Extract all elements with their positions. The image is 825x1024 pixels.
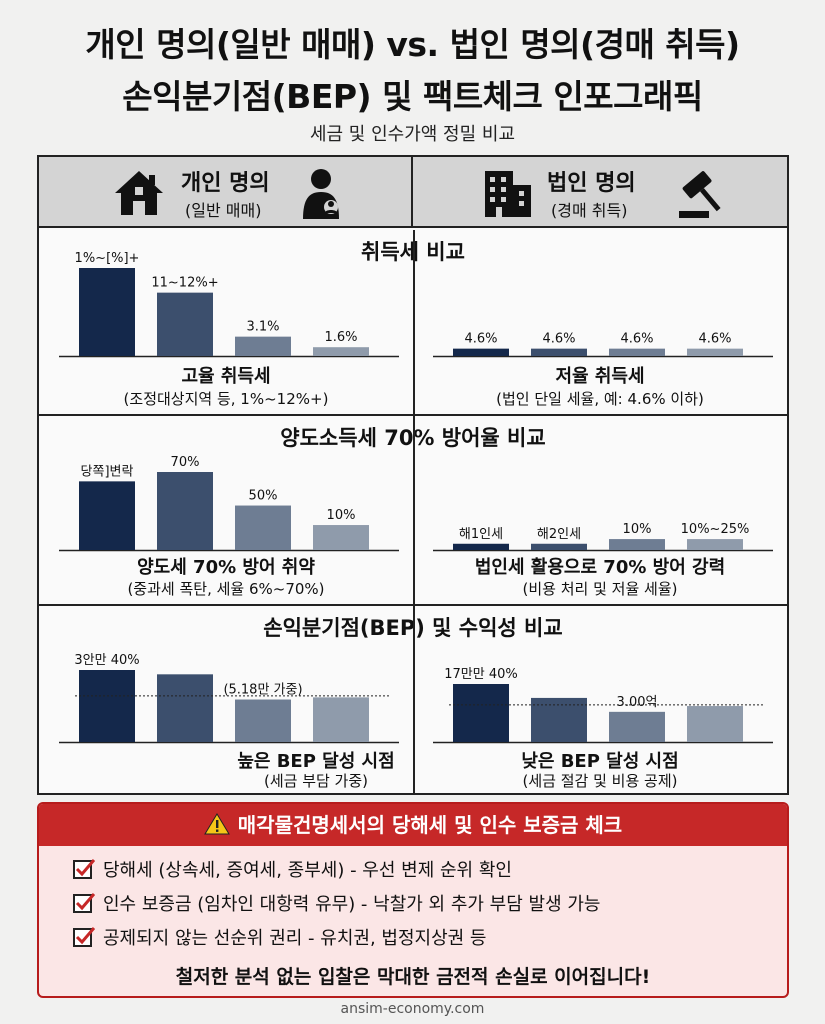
site-footer: ansim-economy.com [340, 1001, 485, 1017]
chart-bar [531, 543, 587, 550]
chart-data-label: 3.00억 [617, 695, 658, 710]
warning-icon [203, 813, 230, 835]
checklist-item-text: 공제되지 않는 선순위 권리 - 유치권, 법정지상권 등 [103, 928, 487, 949]
chart-data-label: 10% [623, 522, 652, 537]
chart-bar [79, 670, 135, 742]
chart-transfer-individual: 당쪽]변락 70% 50% 10% [59, 455, 399, 552]
chart-bar [79, 268, 135, 356]
chart-data-label: 10%~25% [681, 522, 750, 537]
note-individual: (조정대상지역 등, 1%~12%+) [123, 390, 329, 408]
column-header-corporate: 법인 명의 (경매 취득) [413, 157, 787, 228]
chart-data-label: 17만만 40% [444, 667, 518, 682]
section-bep: 손익분기점(BEP) 및 수익성 비교 3안만 40% (5.18만 가중) 17… [39, 606, 787, 793]
page-title-line-2: 손익분기점(BEP) 및 팩트체크 인포그래픽 [122, 77, 703, 116]
checklist-footer: 철저한 분석 없는 입찰은 막대한 금전적 손실로 이어집니다! [175, 966, 651, 988]
checkbox-checked-icon [73, 893, 95, 913]
chart-bar [313, 525, 369, 550]
column-header-individual: 개인 명의 (일반 매매) [39, 157, 413, 228]
section-title: 취득세 비교 [361, 240, 465, 264]
comparison-table: 개인 명의 (일반 매매) 법인 명의 (경매 취득) [37, 155, 789, 795]
checklist-item-text: 인수 보증금 (임차인 대항력 유무) - 낙찰가 외 추가 부담 발생 가능 [103, 894, 601, 915]
note-corporate: (법인 단일 세율, 예: 4.6% 이하) [496, 390, 704, 408]
chart-bar [313, 697, 369, 742]
chart-bar [157, 292, 213, 356]
checklist-item: 인수 보증금 (임차인 대항력 유무) - 낙찰가 외 추가 부담 발생 가능 [73, 890, 600, 916]
chart-bar [453, 348, 509, 356]
house-icon [115, 171, 163, 215]
chart-bar [453, 684, 509, 742]
page-subtitle: 세금 및 인수가액 정밀 비교 [309, 124, 516, 145]
chart-bar [687, 539, 743, 550]
section-acquisition-tax: 취득세 비교 1%~[%]+ 11~12%+ 3.1% 1.6% 4.6% 4.6% 4.… [39, 230, 787, 414]
checkbox-checked-icon [73, 859, 95, 879]
chart-bar [313, 347, 369, 356]
chart-data-label: 해2인세 [537, 527, 581, 542]
chart-data-label: 3안만 40% [74, 653, 139, 668]
caption-individual: 고율 취득세 [181, 366, 271, 387]
note-individual: (세금 부담 가중) [263, 772, 369, 790]
building-icon [485, 171, 531, 217]
caption-corporate: 저율 취득세 [555, 366, 645, 387]
person-icon [303, 169, 339, 219]
chart-data-label: 4.6% [542, 332, 575, 347]
chart-bar [235, 505, 291, 550]
checkbox-checked-icon [73, 927, 95, 947]
chart-data-label: 4.6% [464, 332, 497, 347]
chart-data-label: 4.6% [698, 332, 731, 347]
chart-bar [531, 348, 587, 356]
chart-data-label: 해1인세 [459, 527, 503, 542]
checklist-item: 공제되지 않는 선순위 권리 - 유치권, 법정지상권 등 [73, 924, 486, 950]
chart-transfer-corporate: 해1인세 해2인세 10% 10%~25% [433, 522, 773, 552]
chart-bar [157, 674, 213, 742]
caption-corporate: 낮은 BEP 달성 시점 [521, 751, 679, 772]
checklist-item: 당해세 (상속세, 증여세, 종부세) - 우선 변제 순위 확인 [73, 856, 512, 882]
gavel-icon [679, 171, 721, 218]
checklist-item-text: 당해세 (상속세, 증여세, 종부세) - 우선 변제 순위 확인 [103, 860, 512, 881]
chart-bep-individual: 3안만 40% (5.18만 가중) [59, 653, 399, 744]
checklist-title: 매각물건명세서의 당해세 및 인수 보증금 체크 [237, 813, 623, 837]
chart-bar [235, 336, 291, 356]
chart-acquisition-corporate: 4.6% 4.6% 4.6% 4.6% [433, 332, 773, 358]
chart-bar [235, 699, 291, 742]
chart-bar [609, 348, 665, 356]
caption-corporate: 법인세 활용으로 70% 방어 강력 [474, 557, 726, 578]
chart-bep-corporate: 17만만 40% 3.00억 [433, 667, 773, 744]
section-transfer-tax: 양도소득세 70% 방어율 비교 당쪽]변락 70% 50% 10% 해1인세 해2인세… [39, 416, 787, 604]
chart-data-label: 4.6% [620, 332, 653, 347]
checklist-box: 매각물건명세서의 당해세 및 인수 보증금 체크 당해세 (상속세, 증여세, … [37, 802, 789, 998]
chart-data-label: 3.1% [246, 320, 279, 335]
chart-data-label: 1.6% [324, 330, 357, 345]
checklist-header: 매각물건명세서의 당해세 및 인수 보증금 체크 [39, 804, 787, 846]
note-corporate: (세금 절감 및 비용 공제) [522, 772, 678, 790]
chart-data-label: 70% [171, 455, 200, 470]
chart-data-label: (5.18만 가중) [223, 683, 302, 698]
caption-individual: 양도세 70% 방어 취약 [137, 557, 315, 578]
chart-bar [609, 711, 665, 742]
chart-bar [687, 348, 743, 356]
section-title: 손익분기점(BEP) 및 수익성 비교 [263, 616, 563, 640]
chart-data-label: 11~12%+ [151, 276, 218, 291]
chart-data-label: 10% [327, 508, 356, 523]
chart-bar [79, 481, 135, 550]
chart-data-label: 1%~[%]+ [75, 251, 140, 266]
note-corporate: (비용 처리 및 저율 세율) [522, 580, 678, 598]
chart-bar [609, 539, 665, 550]
page-title-line-1: 개인 명의(일반 매매) vs. 법인 명의(경매 취득) [85, 25, 740, 64]
column-title-individual: 개인 명의 [181, 171, 270, 196]
note-individual: (중과세 폭탄, 세율 6%~70%) [127, 580, 325, 598]
chart-bar [157, 472, 213, 550]
chart-bar [453, 543, 509, 550]
column-sub-corporate: (경매 취득) [551, 201, 628, 220]
chart-data-label: 당쪽]변락 [81, 464, 134, 479]
chart-data-label: 50% [249, 489, 278, 504]
caption-individual: 높은 BEP 달성 시점 [237, 751, 395, 772]
chart-acquisition-individual: 1%~[%]+ 11~12%+ 3.1% 1.6% [59, 251, 399, 358]
column-title-corporate: 법인 명의 [547, 171, 636, 196]
chart-bar [687, 706, 743, 742]
column-sub-individual: (일반 매매) [185, 201, 262, 220]
